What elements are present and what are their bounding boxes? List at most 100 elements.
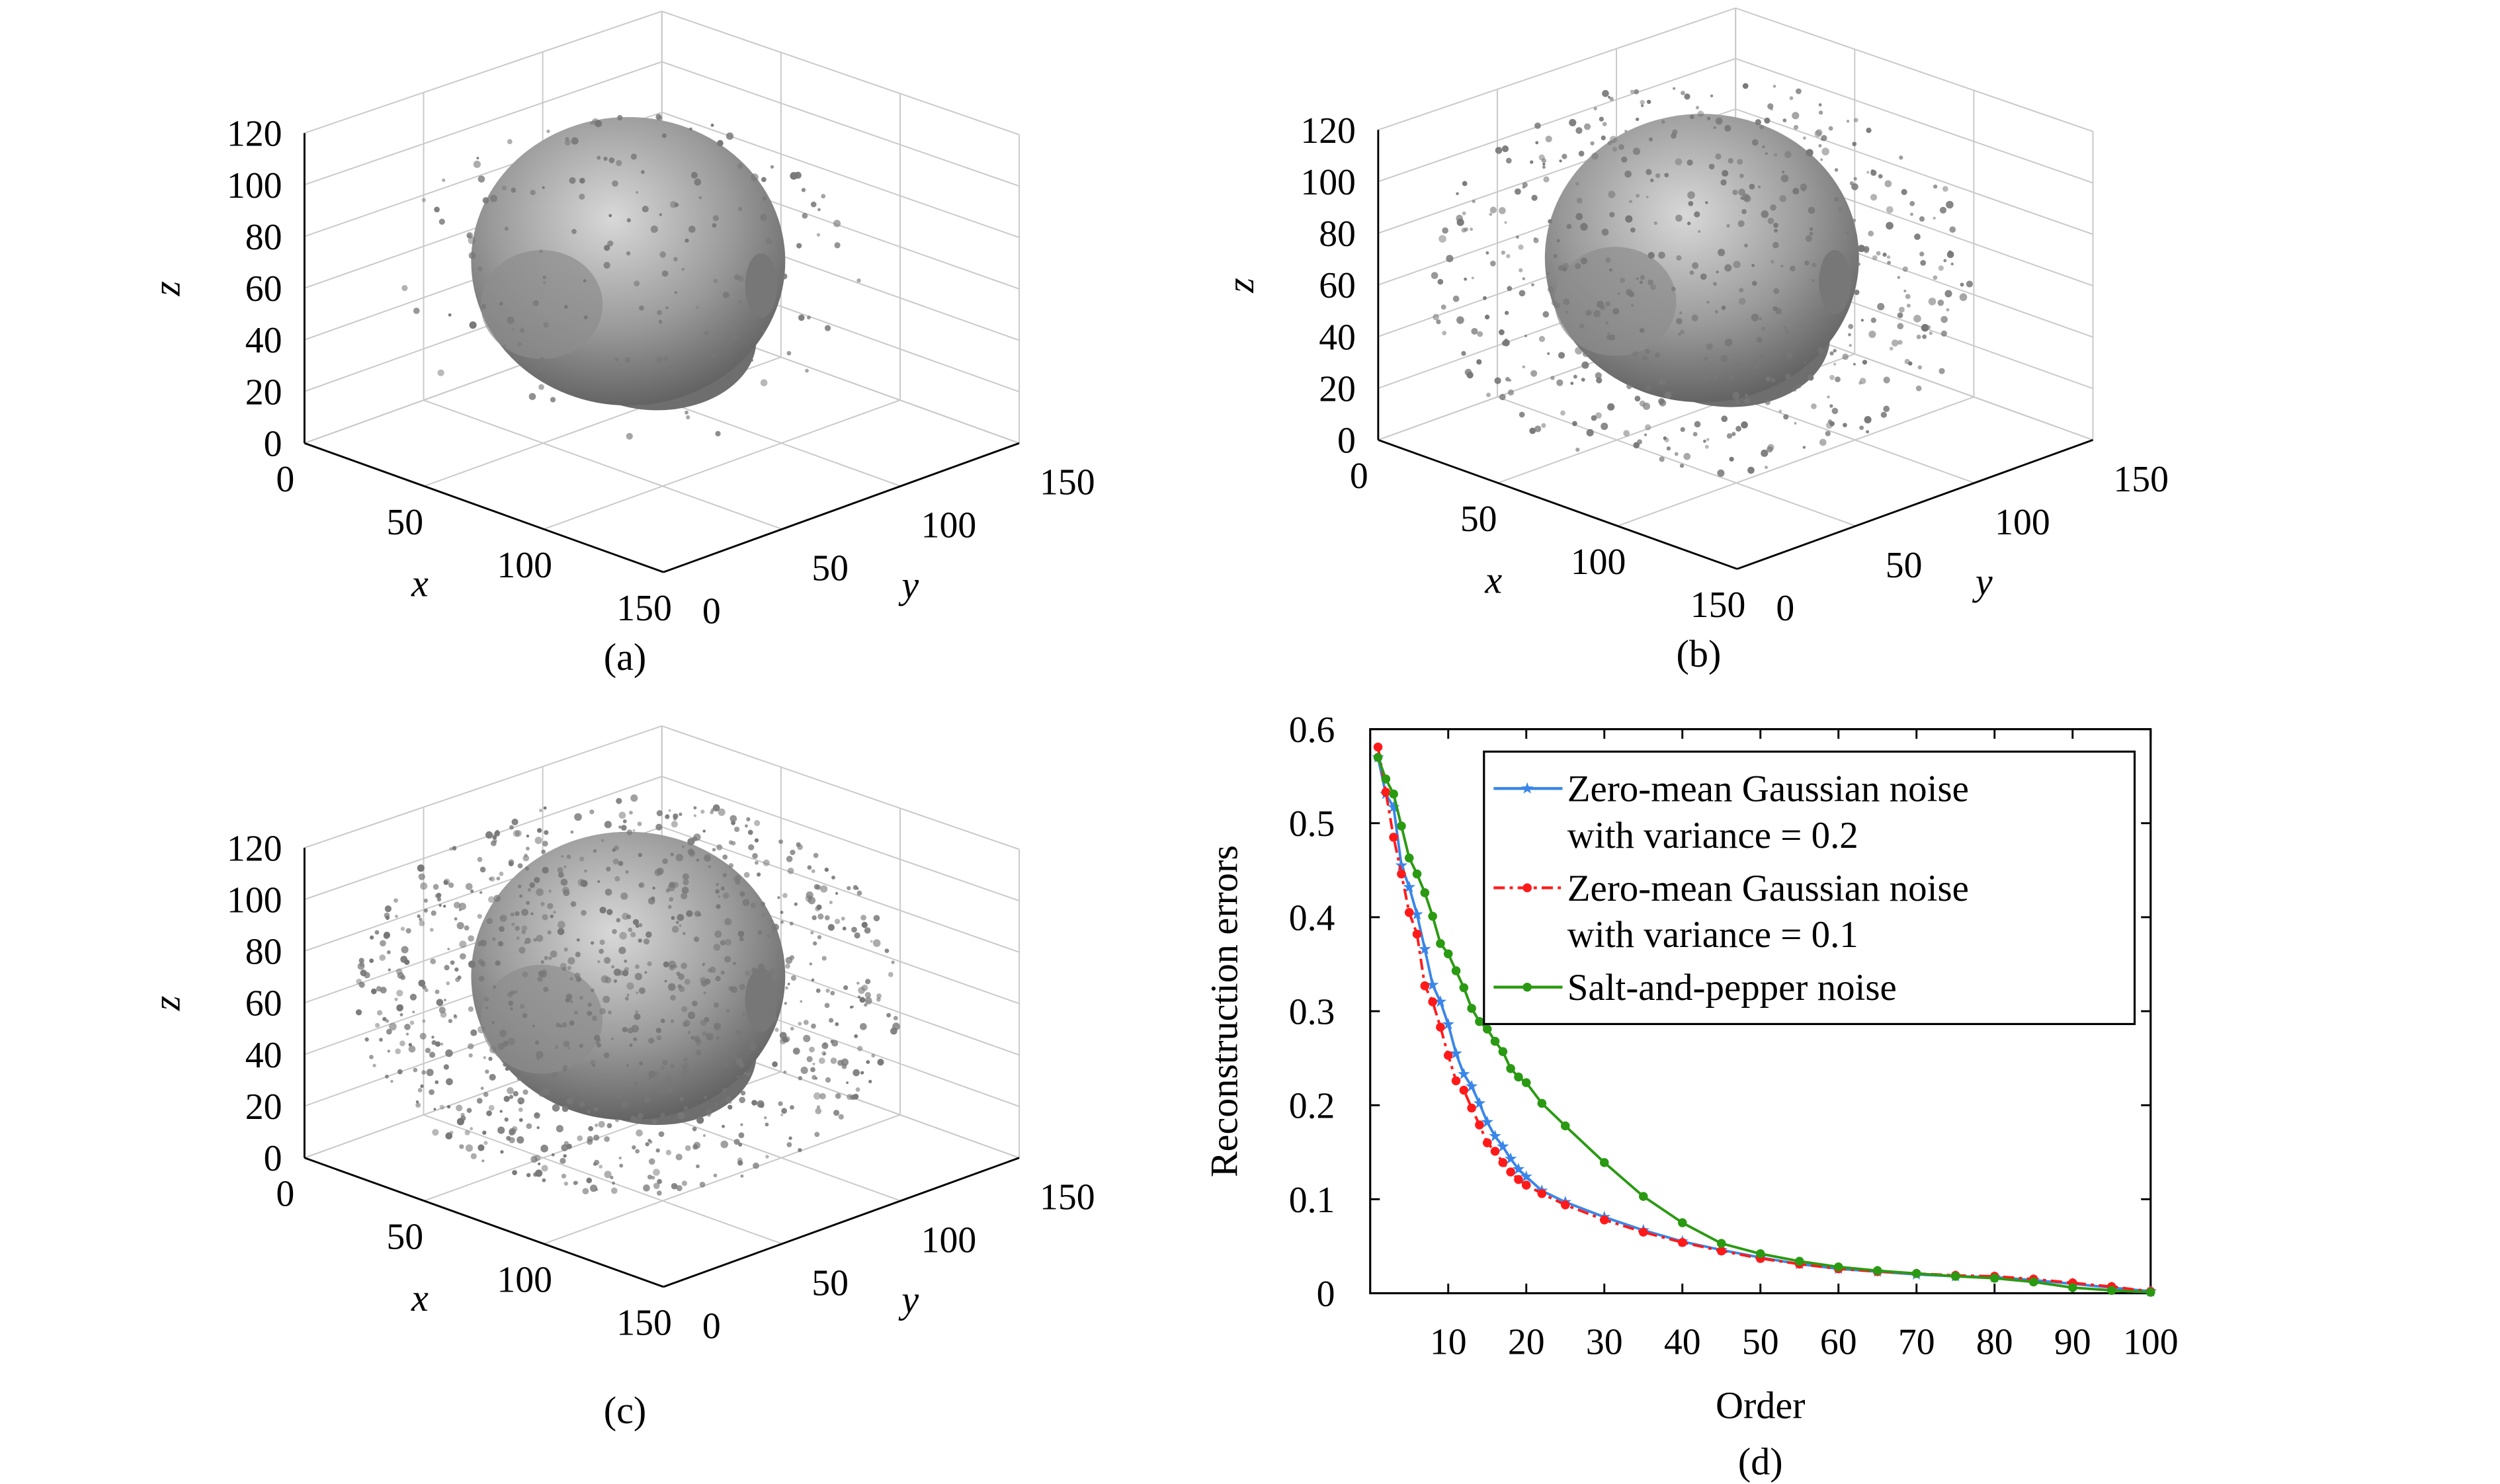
noise-speck <box>1771 377 1776 383</box>
noise-speck <box>1575 347 1583 355</box>
noise-speck <box>1456 316 1464 324</box>
noise-speck <box>647 1077 651 1081</box>
noise-speck <box>1602 122 1607 127</box>
noise-speck <box>1529 427 1536 434</box>
noise-speck <box>1548 219 1552 224</box>
noise-speck <box>565 137 569 142</box>
noise-speck <box>1793 124 1799 130</box>
legend-label: Zero-mean Gaussian noise <box>1567 768 1969 810</box>
noise-speck <box>425 1048 431 1053</box>
noise-speck <box>721 1060 729 1068</box>
data-point <box>1458 1067 1470 1080</box>
noise-speck <box>662 1059 668 1065</box>
noise-speck <box>1563 298 1570 306</box>
noise-speck <box>532 1024 535 1028</box>
noise-speck <box>644 1100 647 1103</box>
x-axis <box>1378 438 1738 570</box>
noise-speck <box>864 927 871 934</box>
noise-speck <box>831 876 835 880</box>
noise-speck <box>824 915 830 921</box>
noise-speck <box>593 1106 599 1112</box>
noise-speck <box>1646 169 1652 175</box>
noise-speck <box>396 989 403 997</box>
noise-speck <box>681 1006 688 1012</box>
noise-speck <box>1621 156 1628 163</box>
noise-speck <box>692 1144 698 1150</box>
noise-speck <box>1852 142 1857 147</box>
noise-speck <box>606 909 613 915</box>
noise-speck <box>614 1118 619 1122</box>
noise-speck <box>754 820 761 827</box>
noise-speck <box>476 1098 483 1104</box>
noise-speck <box>1477 331 1483 337</box>
legend-label: with variance = 0.2 <box>1567 815 1858 856</box>
noise-speck <box>1834 168 1839 172</box>
noise-speck <box>1508 378 1512 382</box>
noise-speck <box>431 1036 435 1039</box>
noise-speck <box>877 1059 884 1066</box>
noise-speck <box>1461 350 1466 356</box>
noise-speck <box>1920 260 1927 266</box>
noise-speck <box>770 165 774 169</box>
legend-box <box>1483 750 2136 1026</box>
noise-speck <box>540 356 544 361</box>
x-tick-label: 60 <box>1820 1322 1857 1363</box>
noise-speck <box>1534 237 1537 240</box>
noise-speck <box>1868 330 1876 339</box>
noise-speck <box>616 798 622 804</box>
noise-speck <box>562 1067 567 1072</box>
data-point <box>1497 1140 1509 1152</box>
noise-speck <box>1808 206 1815 214</box>
noise-speck <box>1854 233 1857 237</box>
noise-speck <box>770 919 773 923</box>
noise-speck <box>1608 96 1610 99</box>
noise-speck <box>454 917 458 921</box>
noise-speck <box>857 995 861 999</box>
noise-speck <box>542 866 549 874</box>
noise-speck <box>1595 372 1602 379</box>
noise-speck <box>1721 305 1726 310</box>
noise-speck <box>725 1096 731 1102</box>
noise-speck <box>825 1077 831 1083</box>
noise-speck <box>436 893 442 898</box>
noise-speck <box>563 1181 568 1186</box>
noise-speck <box>681 1180 688 1186</box>
noise-speck <box>669 897 674 902</box>
noise-speckles <box>1431 83 1974 477</box>
noise-speck <box>1646 195 1649 198</box>
noise-speck <box>712 223 717 228</box>
noise-speck <box>1546 272 1550 275</box>
noise-speck <box>489 876 495 882</box>
noise-speck <box>1647 252 1655 259</box>
noise-speck <box>1811 403 1817 409</box>
noise-speck <box>796 243 802 249</box>
noise-speck <box>783 1070 787 1074</box>
noise-speck <box>587 1003 592 1007</box>
noise-speck <box>1780 174 1789 183</box>
noise-speck <box>1580 257 1588 265</box>
noise-speck <box>405 1032 409 1036</box>
noise-speck <box>1866 430 1870 434</box>
noise-speck <box>1751 280 1757 286</box>
noise-speck <box>536 1057 540 1060</box>
noise-speck <box>1772 306 1778 311</box>
noise-speck <box>687 1030 691 1034</box>
noise-speck <box>739 1062 745 1068</box>
noise-speck <box>821 956 827 961</box>
noise-speck <box>421 1070 427 1075</box>
noise-speck <box>1640 104 1644 107</box>
noise-speck <box>582 1188 589 1195</box>
noise-speck <box>670 1064 675 1069</box>
noise-speck <box>1530 370 1538 377</box>
noise-speck <box>1948 250 1952 254</box>
noise-speck <box>667 366 675 374</box>
noise-speck <box>743 872 750 878</box>
legend-marker <box>1522 883 1532 893</box>
noise-speck <box>562 886 569 894</box>
noise-speck <box>536 1051 544 1059</box>
noise-speck <box>821 194 826 199</box>
noise-speck <box>1770 204 1776 211</box>
noise-speck <box>1899 306 1905 313</box>
noise-speck <box>798 314 805 321</box>
noise-speck <box>713 1002 720 1008</box>
